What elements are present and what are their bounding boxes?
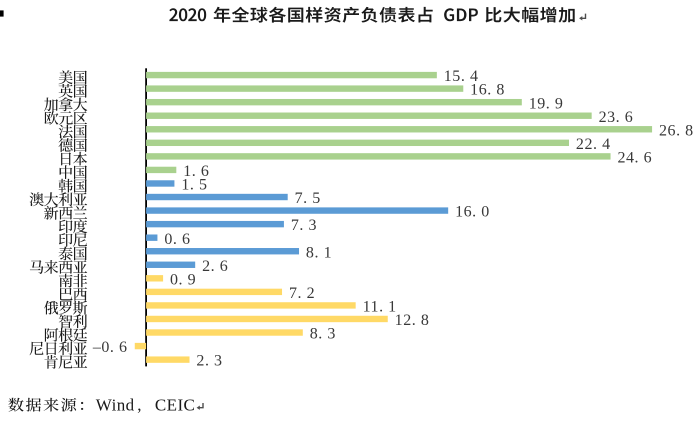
svg-text:19. 9: 19. 9 xyxy=(529,95,564,112)
svg-text:26. 8: 26. 8 xyxy=(659,122,694,139)
svg-text:11. 1: 11. 1 xyxy=(363,299,397,316)
svg-text:7. 2: 7. 2 xyxy=(289,285,315,302)
svg-text:22. 4: 22. 4 xyxy=(576,136,611,153)
svg-text:12. 8: 12. 8 xyxy=(395,312,430,329)
svg-text:7. 5: 7. 5 xyxy=(295,190,321,207)
svg-text:15. 4: 15. 4 xyxy=(444,68,479,85)
svg-text:16. 8: 16. 8 xyxy=(470,82,505,99)
svg-text:0. 6: 0. 6 xyxy=(164,231,190,248)
svg-text:8. 3: 8. 3 xyxy=(310,326,336,343)
svg-text:0. 9: 0. 9 xyxy=(170,271,196,288)
svg-text:7. 3: 7. 3 xyxy=(291,217,317,234)
svg-text:23. 6: 23. 6 xyxy=(599,109,634,126)
svg-text:Wind: Wind xyxy=(96,395,135,414)
svg-text:,: , xyxy=(137,395,141,414)
svg-text:CEIC: CEIC xyxy=(155,395,195,414)
svg-text:8. 1: 8. 1 xyxy=(306,244,332,261)
svg-text:16. 0: 16. 0 xyxy=(455,204,490,221)
svg-text:2. 6: 2. 6 xyxy=(202,258,228,275)
svg-text:1. 6: 1. 6 xyxy=(183,163,209,180)
svg-text:2. 3: 2. 3 xyxy=(196,353,222,370)
svg-text:1. 5: 1. 5 xyxy=(181,177,207,194)
svg-text:–0. 6: –0. 6 xyxy=(92,339,128,356)
svg-text:24. 6: 24. 6 xyxy=(617,149,652,166)
